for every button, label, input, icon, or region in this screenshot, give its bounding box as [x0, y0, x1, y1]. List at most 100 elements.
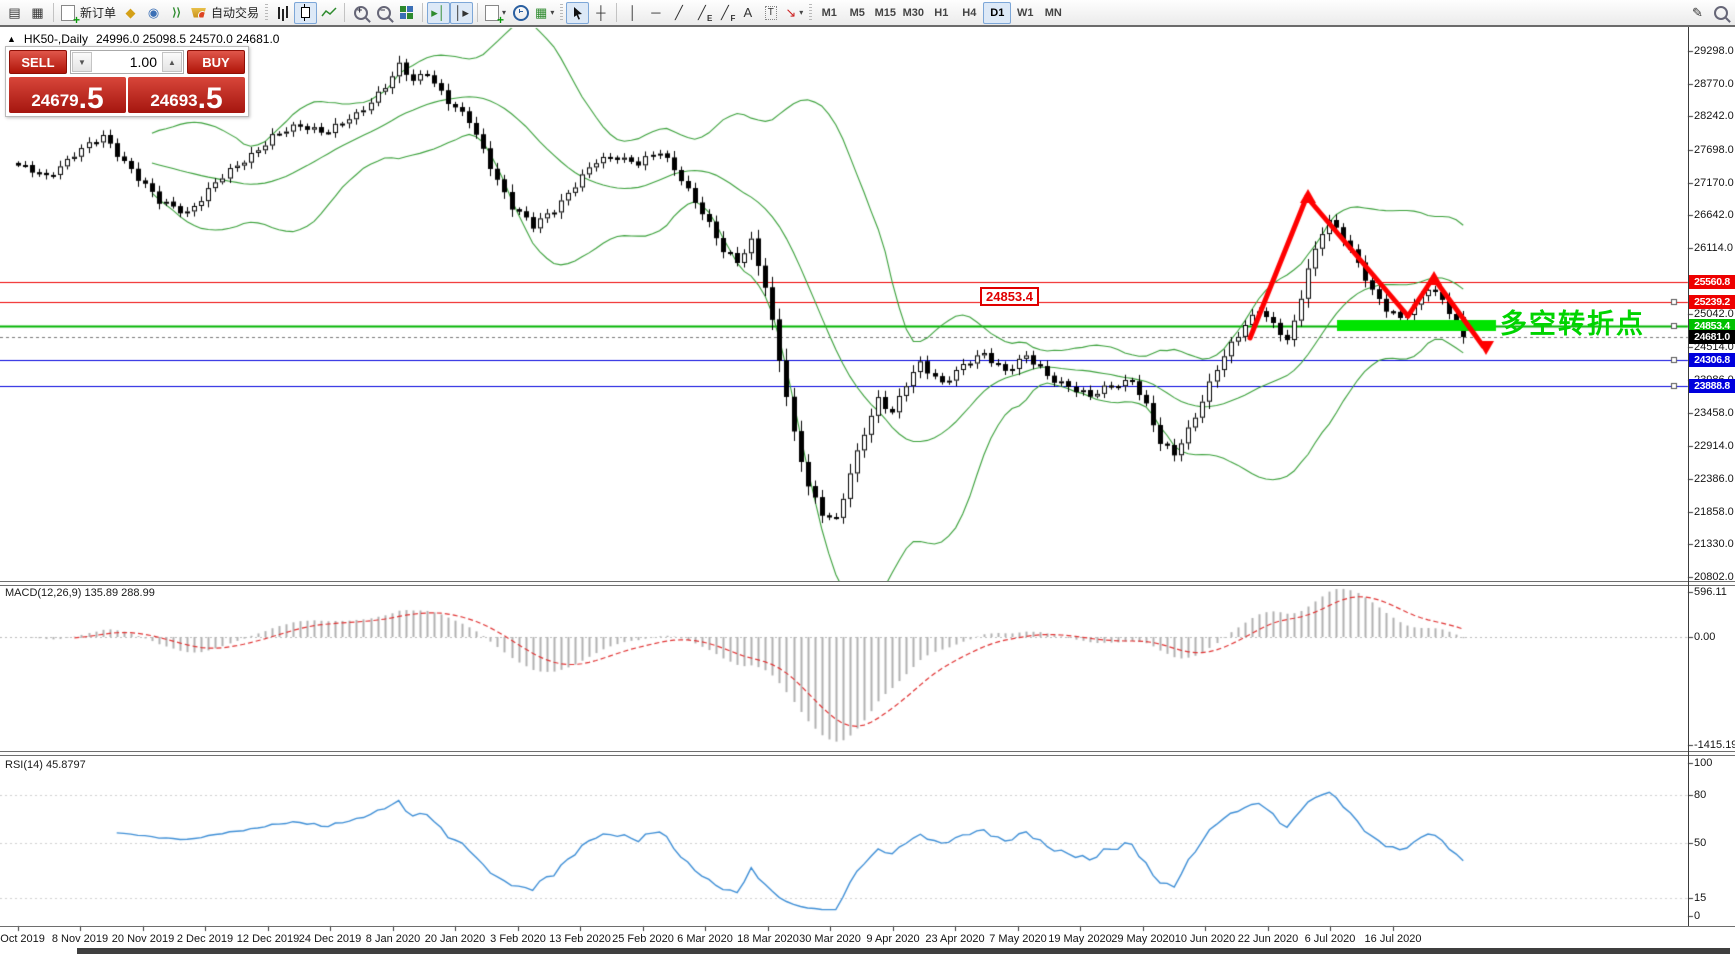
price-tick-label: 26114.0: [1694, 242, 1733, 255]
macd-label: MACD(12,26,9) 135.89 288.99: [5, 587, 155, 599]
pencil-button[interactable]: ✎: [1686, 2, 1709, 24]
auto-trading-icon: [191, 7, 207, 18]
macd-axis-label: -1415.19: [1694, 738, 1735, 751]
chart-profile-button[interactable]: ▦ ▾: [532, 2, 557, 24]
price-marker: 24853.4: [1689, 319, 1735, 334]
rsi-axis-label: 15: [1694, 892, 1707, 905]
price-marker: 25239.2: [1689, 295, 1735, 310]
volume-increase-button[interactable]: ▲: [162, 52, 182, 72]
buy-price-frac: .5: [197, 81, 223, 115]
crosshair-button[interactable]: ┼: [589, 2, 612, 24]
price-tick-label: 22914.0: [1694, 440, 1734, 453]
macd-splitter[interactable]: [0, 581, 1735, 586]
clock-button[interactable]: [509, 2, 532, 24]
trendline-button[interactable]: ╱: [667, 2, 690, 24]
date-tick-label: 29 May 2020: [1111, 933, 1175, 945]
new-order-button[interactable]: + 新订单: [58, 2, 119, 26]
one-click-trading-panel: SELL ▼ ▲ BUY 24679 .5 24693 .5: [5, 46, 249, 117]
timeframe-d1[interactable]: D1: [983, 1, 1012, 24]
auto-scroll-button[interactable]: ▸│: [427, 1, 451, 24]
chart-window-icon: ▦: [31, 4, 44, 20]
signals-button[interactable]: ⟩⟩: [165, 2, 188, 24]
timeframe-m1[interactable]: M1: [821, 6, 837, 19]
timeframe-m5[interactable]: M5: [849, 6, 865, 19]
cleanup-button[interactable]: ◆: [119, 2, 142, 24]
search-icon: [1713, 5, 1728, 20]
price-tick-label: 27170.0: [1694, 176, 1734, 189]
price-tick-label: 21330.0: [1694, 538, 1734, 551]
horizontal-scrollbar[interactable]: [77, 948, 1730, 954]
tile-windows-button[interactable]: [395, 2, 418, 24]
channel-letter: E: [707, 13, 713, 23]
sell-button[interactable]: SELL: [9, 50, 67, 74]
toolbar-separator: [53, 3, 54, 22]
sell-price-int: 24679: [31, 91, 79, 110]
find-button[interactable]: [1709, 2, 1732, 24]
price-marker: 24306.8: [1689, 353, 1735, 367]
timeframe-m15[interactable]: M15: [874, 6, 896, 19]
timeframe-m30[interactable]: M30: [902, 6, 924, 19]
main-toolbar: ▤ ▦ + 新订单 ◆ ◉ ⟩⟩ 自动交易 + − ▸│ │▸ + ▾: [0, 0, 1735, 27]
new-chart-button[interactable]: + ▾: [482, 2, 509, 26]
horizontal-line-button[interactable]: ─: [644, 2, 667, 24]
text-button[interactable]: A: [736, 2, 759, 24]
vertical-line-button[interactable]: │: [621, 2, 644, 24]
symbol-period-label: HK50-,Daily: [23, 32, 88, 46]
profile-icon: ▦: [535, 4, 548, 20]
sell-price[interactable]: 24679 .5: [9, 77, 126, 113]
macd-axis-label: 0.00: [1694, 631, 1716, 643]
chart-shift-button[interactable]: │▸: [450, 1, 474, 24]
line-chart-icon: [320, 6, 337, 16]
volume-input[interactable]: [93, 51, 161, 73]
collapse-icon[interactable]: ▲: [7, 34, 16, 44]
price-tick-label: 28770.0: [1694, 77, 1734, 90]
fib-letter: F: [730, 13, 736, 23]
macd-axis-label: 596.11: [1694, 585, 1727, 598]
date-tick-label: 23 Apr 2020: [925, 933, 985, 945]
chevron-down-icon: ▾: [550, 8, 555, 17]
bar-chart-icon: [277, 6, 280, 19]
timeframe-w1[interactable]: W1: [1017, 6, 1034, 19]
text-label-button[interactable]: T: [759, 2, 782, 24]
arrows-button[interactable]: ↘ ▾: [782, 2, 806, 24]
rsi-splitter[interactable]: [0, 751, 1735, 756]
price-tick-label: 28242.0: [1694, 110, 1734, 123]
buy-price[interactable]: 24693 .5: [128, 77, 245, 113]
candlestick-chart-button[interactable]: [294, 1, 318, 24]
auto-scroll-icon: ▸│: [431, 4, 446, 20]
date-tick-label: 20 Jan 2020: [424, 933, 486, 945]
timeframe-h4[interactable]: H4: [962, 6, 977, 19]
data-window-button[interactable]: ▤: [3, 2, 26, 24]
date-tick-label: 7 May 2020: [989, 933, 1047, 945]
auto-trading-button[interactable]: 自动交易: [188, 2, 262, 24]
fibonacci-button[interactable]: ╱ F: [713, 2, 736, 24]
equidistant-channel-button[interactable]: ╱ E: [690, 2, 713, 24]
price-tag-label[interactable]: 24853.4: [980, 287, 1039, 306]
date-tick-label: 9 Oct 2019: [0, 933, 45, 945]
date-tick-label: 3 Feb 2020: [490, 933, 546, 945]
toolbar-separator: [477, 3, 479, 22]
minus-icon: −: [380, 4, 386, 15]
buy-button[interactable]: BUY: [187, 50, 245, 74]
arrow-tool-icon: ↘: [785, 4, 797, 20]
price-tick-label: 27698.0: [1694, 144, 1734, 157]
zoom-in-button[interactable]: +: [349, 2, 372, 24]
chart-window-button[interactable]: ▦: [26, 2, 49, 24]
line-chart-button[interactable]: [317, 2, 340, 24]
zoom-out-button[interactable]: −: [372, 2, 395, 24]
channel-icon: ╱: [697, 4, 706, 20]
chart-shift-icon: │▸: [454, 4, 469, 20]
rsi-axis-label: 100: [1694, 757, 1713, 769]
timeframe-mn[interactable]: MN: [1044, 6, 1062, 19]
volume-decrease-button[interactable]: ▼: [72, 52, 92, 72]
price-tick-label: 24514.0: [1694, 341, 1734, 354]
timeframe-h1[interactable]: H1: [934, 6, 949, 19]
cursor-button[interactable]: [566, 1, 590, 24]
new-order-icon: +: [61, 4, 80, 26]
crosshair-icon: ┼: [596, 5, 606, 20]
experts-button[interactable]: ◉: [142, 2, 165, 24]
bar-chart-button[interactable]: [271, 2, 294, 24]
auto-trading-label: 自动交易: [211, 6, 260, 20]
broom-icon: ◆: [125, 4, 136, 20]
